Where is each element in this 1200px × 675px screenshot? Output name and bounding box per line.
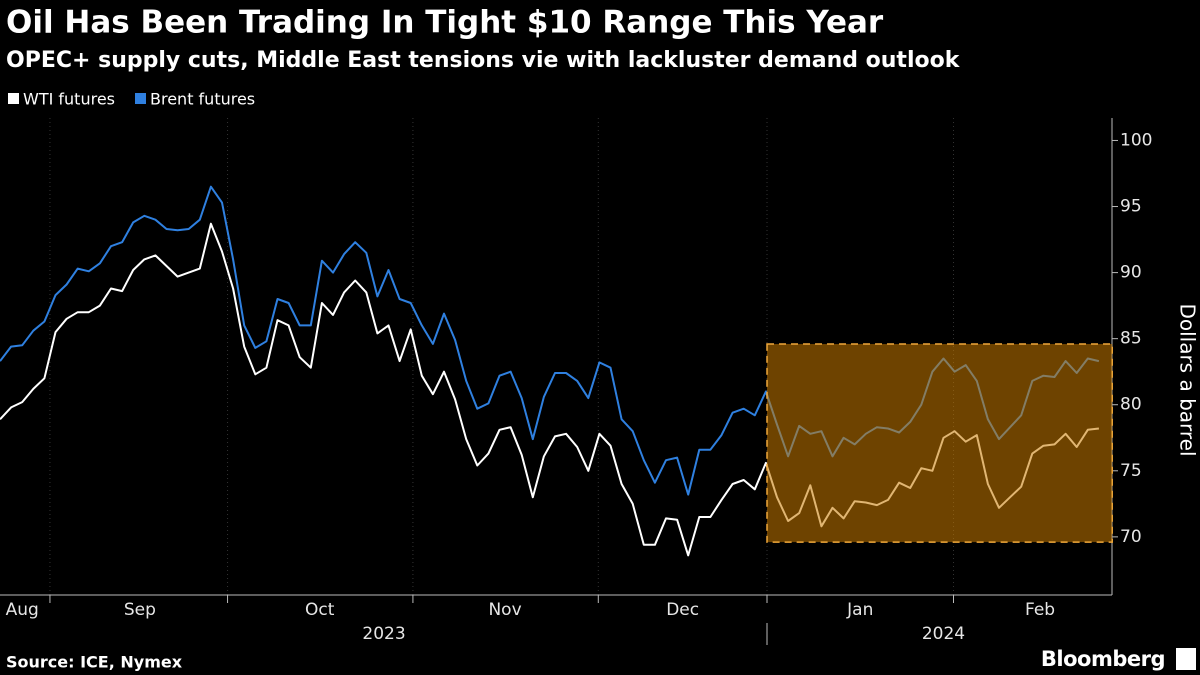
brand: Bloomberg <box>1041 647 1165 671</box>
legend-swatch <box>135 93 146 104</box>
chart-subtitle: OPEC+ supply cuts, Middle East tensions … <box>6 48 961 73</box>
y-tick-label: 95 <box>1120 197 1142 217</box>
legend-label: Brent futures <box>150 90 255 109</box>
source: Source: ICE, Nymex <box>6 653 183 672</box>
y-tick-label: 80 <box>1120 395 1142 415</box>
x-tick-label: Feb <box>1025 600 1055 620</box>
brand-icon <box>1176 648 1196 670</box>
x-tick-label: Dec <box>666 600 699 620</box>
chart-title: Oil Has Been Trading In Tight $10 Range … <box>6 5 884 41</box>
x-tick-label: Nov <box>488 600 521 620</box>
y-tick-label: 85 <box>1120 329 1142 349</box>
y-tick-label: 70 <box>1120 527 1142 547</box>
y-tick-label: 90 <box>1120 263 1142 283</box>
x-tick-label: Sep <box>124 600 156 620</box>
x-tick-label: Jan <box>846 600 873 620</box>
year-label: 2024 <box>922 624 965 644</box>
legend-swatch <box>8 93 19 104</box>
x-tick-label: Aug <box>6 600 39 620</box>
y-axis-label: Dollars a barrel <box>1176 303 1200 456</box>
legend-label: WTI futures <box>23 90 115 109</box>
highlight-box <box>766 343 1113 543</box>
y-tick-label: 100 <box>1120 130 1152 150</box>
y-tick-label: 75 <box>1120 461 1142 481</box>
year-label: 2023 <box>362 624 405 644</box>
x-tick-label: Oct <box>305 600 335 620</box>
